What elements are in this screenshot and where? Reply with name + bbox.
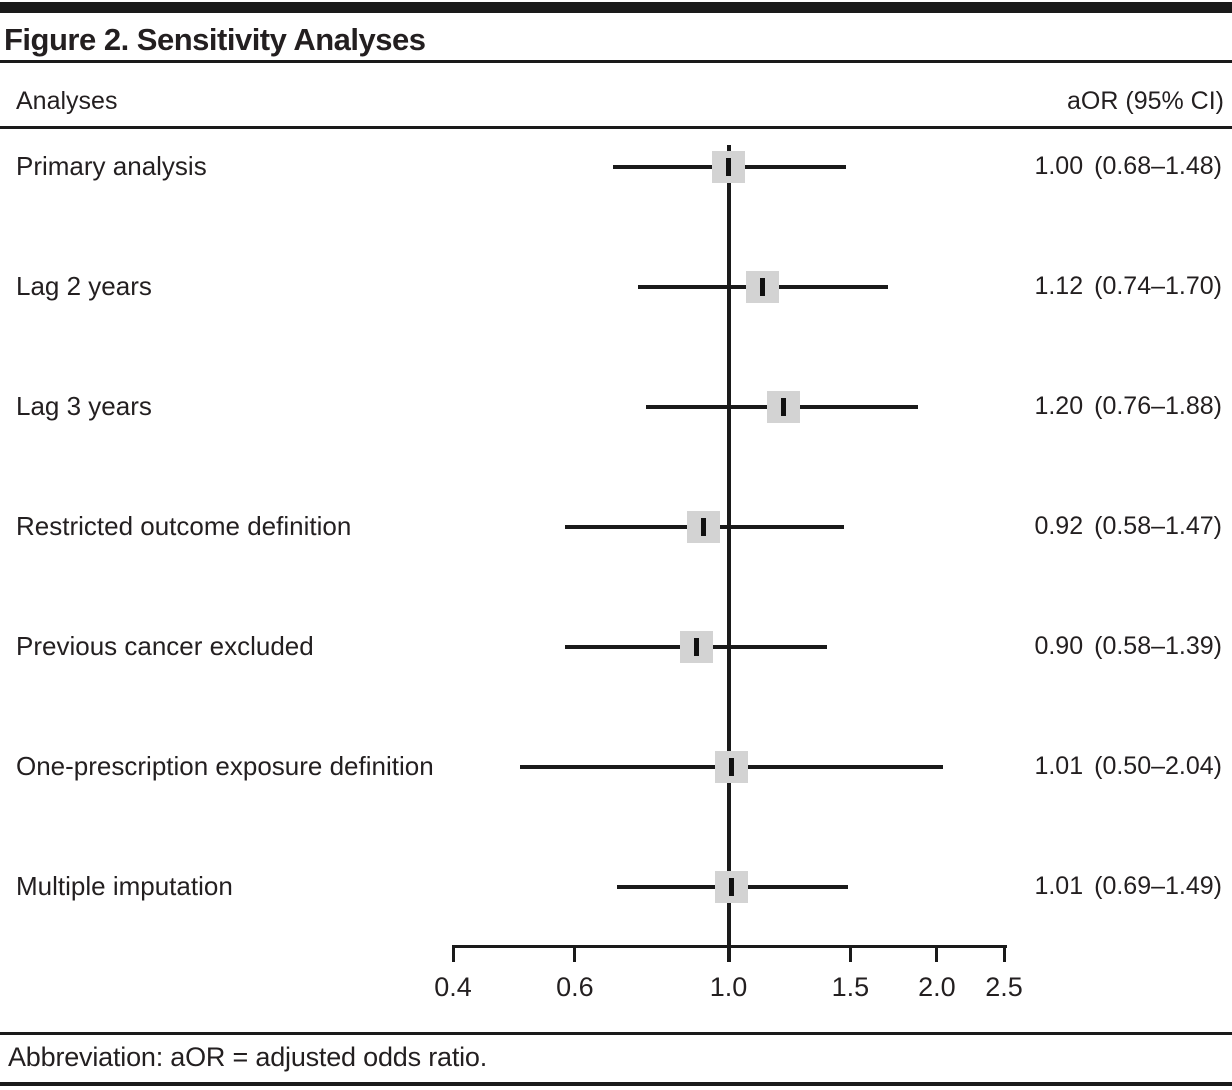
abbreviation-footnote: Abbreviation: aOR = adjusted odds ratio. (8, 1042, 488, 1072)
aor-value: 1.00 (0.68–1.48) (1034, 152, 1222, 181)
title-rule (0, 60, 1232, 63)
estimate-tick (694, 638, 700, 656)
axis-tick-label: 2.5 (985, 972, 1023, 1002)
axis-tick-label: 1.5 (831, 972, 870, 1002)
x-axis-line (453, 945, 1007, 948)
column-header-analyses: Analyses (16, 87, 118, 115)
axis-tick (573, 945, 577, 962)
estimate-tick (760, 278, 766, 296)
aor-value: 0.90 (0.58–1.39) (1034, 632, 1222, 661)
axis-tick-label: 0.6 (556, 972, 594, 1002)
footnote-rule-top (0, 1032, 1232, 1035)
aor-value: 1.01 (0.50–2.04) (1034, 752, 1222, 781)
aor-value: 1.12 (0.74–1.70) (1034, 272, 1222, 301)
row-label: Previous cancer excluded (16, 631, 314, 661)
axis-tick (727, 945, 730, 962)
aor-value: 0.92 (0.58–1.47) (1034, 512, 1222, 541)
aor-point-estimate: 1.00 (1034, 152, 1084, 180)
aor-confidence-interval: (0.58–1.47) (1094, 512, 1222, 540)
aor-confidence-interval: (0.76–1.88) (1094, 392, 1222, 420)
aor-point-estimate: 0.92 (1034, 512, 1084, 540)
axis-tick-label: 0.4 (434, 972, 472, 1002)
aor-point-estimate: 1.01 (1034, 752, 1084, 780)
figure-title: Figure 2. Sensitivity Analyses (4, 22, 426, 57)
aor-confidence-interval: (0.50–2.04) (1094, 752, 1222, 780)
axis-tick-label: 2.0 (918, 972, 956, 1002)
row-label: Lag 2 years (16, 271, 152, 301)
aor-point-estimate: 1.12 (1034, 272, 1084, 300)
aor-point-estimate: 0.90 (1034, 632, 1084, 660)
row-label: One-prescription exposure definition (16, 751, 434, 781)
estimate-tick (728, 758, 734, 776)
axis-tick (935, 945, 939, 962)
aor-confidence-interval: (0.69–1.49) (1094, 872, 1222, 900)
axis-tick (848, 945, 852, 962)
aor-confidence-interval: (0.74–1.70) (1094, 272, 1222, 300)
aor-point-estimate: 1.01 (1034, 872, 1084, 900)
aor-confidence-interval: (0.58–1.39) (1094, 632, 1222, 660)
estimate-tick (726, 158, 731, 176)
aor-confidence-interval: (0.68–1.48) (1094, 152, 1222, 180)
column-header-aor-ci: aOR (95% CI) (1067, 87, 1224, 115)
aor-point-estimate: 1.20 (1034, 392, 1084, 420)
top-thick-rule (0, 2, 1232, 13)
aor-value: 1.20 (0.76–1.88) (1034, 392, 1222, 421)
row-label: Primary analysis (16, 151, 207, 181)
footnote-rule-bottom (0, 1082, 1232, 1086)
row-label: Lag 3 years (16, 391, 152, 421)
axis-tick (1002, 945, 1006, 962)
header-rule (0, 126, 1232, 129)
estimate-tick (780, 398, 786, 416)
axis-tick-label: 1.0 (709, 972, 748, 1002)
estimate-tick (728, 878, 734, 896)
reference-line (726, 145, 731, 962)
row-label: Restricted outcome definition (16, 511, 352, 541)
row-label: Multiple imputation (16, 871, 233, 901)
aor-value: 1.01 (0.69–1.49) (1034, 872, 1222, 901)
axis-tick (451, 945, 455, 962)
estimate-tick (700, 518, 706, 536)
